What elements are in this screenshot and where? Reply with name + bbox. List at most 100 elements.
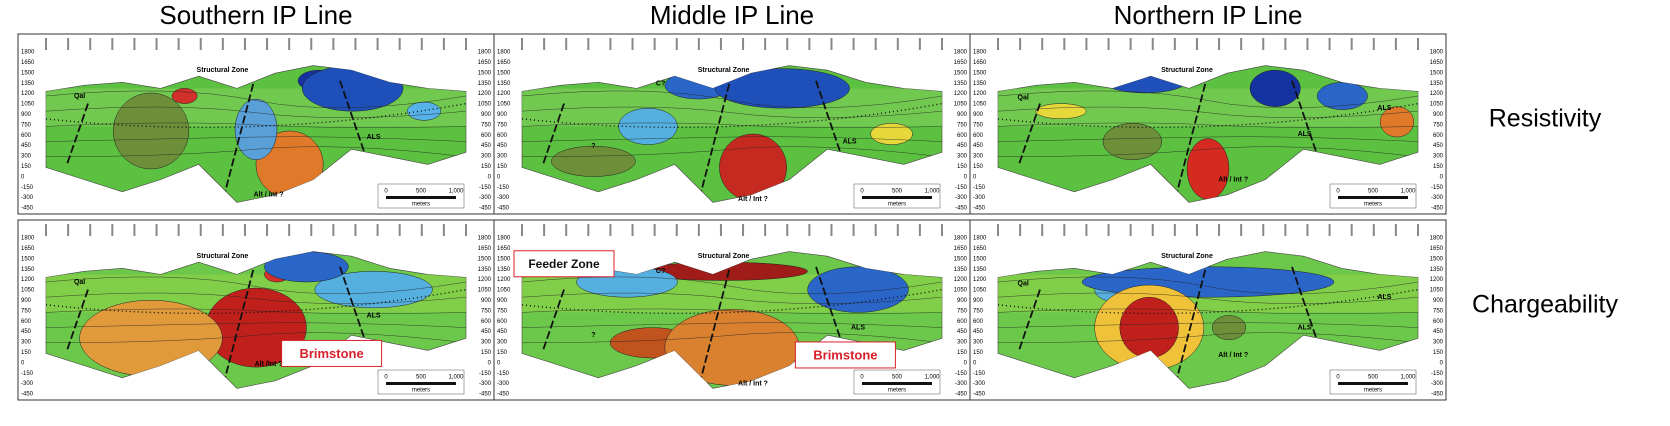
elevation-label: 1350: [21, 267, 35, 273]
scale-bar: [862, 382, 932, 385]
scale-label: 1,000: [1400, 189, 1416, 195]
annotation: Alt / Int ?: [1218, 176, 1248, 183]
elevation-label: 1200: [497, 91, 511, 97]
elevation-label: 0: [964, 174, 968, 180]
elevation-label: 1200: [1430, 91, 1444, 97]
elevation-label: 1650: [21, 60, 35, 66]
fault: [1291, 80, 1327, 180]
fault: [221, 72, 257, 203]
elevation-label: 450: [973, 329, 984, 335]
contour: [46, 276, 466, 295]
elevation-label: 750: [481, 122, 492, 128]
annotation: ALS: [1298, 324, 1312, 331]
elevation-label: 0: [497, 174, 501, 180]
elevation-label: 1500: [973, 256, 987, 262]
anomalies: [522, 68, 942, 203]
elevation-label: 900: [1433, 298, 1444, 304]
fault: [815, 266, 851, 366]
contour: [998, 322, 1418, 328]
elevation-label: -450: [973, 206, 986, 212]
scale-label: 1,000: [924, 375, 940, 381]
elevation-label: -150: [1431, 185, 1444, 191]
annotation: Structural Zone: [197, 253, 249, 260]
anomaly: [870, 123, 913, 145]
elevation-label: -150: [479, 371, 492, 377]
scale-label: 0: [860, 375, 864, 381]
contour: [998, 90, 1418, 109]
elevation-label: 1650: [497, 246, 511, 252]
scale-label: 1,000: [1400, 375, 1416, 381]
annotation: C?: [656, 268, 665, 275]
elevation-label: -150: [973, 371, 986, 377]
elevation-label: 1200: [1430, 277, 1444, 283]
contour: [46, 308, 466, 314]
elevation-label: 900: [481, 112, 492, 118]
annotation: Structural Zone: [1161, 253, 1213, 260]
elevation-label: 300: [1433, 154, 1444, 160]
dotted-contact: [522, 288, 942, 315]
elevation-label: -450: [955, 392, 968, 398]
elevation-label: 150: [1433, 350, 1444, 356]
contour: [46, 292, 466, 304]
scale-unit: meters: [888, 388, 906, 394]
elevation-label: 750: [973, 308, 984, 314]
contour: [522, 292, 942, 304]
contour: [522, 106, 942, 118]
elevation-label: 150: [973, 350, 984, 356]
anomaly: [1035, 103, 1087, 120]
elevation-label: 1650: [973, 246, 987, 252]
elevation-label: -150: [973, 185, 986, 191]
elevation-label: 1200: [973, 91, 987, 97]
elevation-label: 450: [957, 143, 968, 149]
elevation-label: 1800: [954, 236, 968, 242]
elevation-label: 600: [497, 319, 508, 325]
elevation-label: 150: [497, 350, 508, 356]
fault: [815, 80, 851, 180]
elevation-label: 1650: [954, 246, 968, 252]
elevation-label: 0: [1440, 360, 1444, 366]
elevation-label: -300: [21, 381, 34, 387]
annotation: Qal: [74, 279, 85, 286]
elevation-label: 600: [481, 133, 492, 139]
elevation-label: 1050: [954, 102, 968, 108]
elevation-label: -150: [21, 185, 34, 191]
elevation-label: -300: [1431, 381, 1444, 387]
contour: [522, 322, 942, 328]
elevation-label: 900: [973, 112, 984, 118]
anomaly: [234, 98, 278, 161]
elevation-label: -300: [1431, 195, 1444, 201]
annotation: Qal: [74, 93, 85, 100]
elevation-label: -150: [21, 371, 34, 377]
elevation-label: 1350: [478, 267, 492, 273]
elevation-label: 900: [957, 112, 968, 118]
elevation-label: 300: [973, 340, 984, 346]
elevation-label: 1500: [21, 70, 35, 76]
elevation-label: 1350: [973, 267, 987, 273]
elevation-label: 150: [957, 350, 968, 356]
scale-label: 0: [860, 189, 864, 195]
elevation-label: 1050: [478, 288, 492, 294]
elevation-label: 1800: [21, 236, 35, 242]
elevation-label: 1500: [1430, 256, 1444, 262]
elevation-label: -300: [479, 195, 492, 201]
elevation-label: 0: [497, 360, 501, 366]
dotted-contact: [998, 102, 1418, 129]
annotation: ALS: [367, 312, 381, 319]
elevation-label: 1650: [1430, 246, 1444, 252]
elevation-label: 600: [957, 133, 968, 139]
elevation-label: 600: [1433, 319, 1444, 325]
elevation-label: 150: [497, 164, 508, 170]
elevation-label: 300: [21, 154, 32, 160]
elevation-label: -450: [21, 392, 34, 398]
elevation-label: 1650: [1430, 60, 1444, 66]
contour: [522, 90, 942, 109]
scale-label: 0: [384, 189, 388, 195]
contour: [998, 292, 1418, 304]
elevation-label: 1050: [973, 288, 987, 294]
elevation-label: -450: [497, 392, 510, 398]
elevation-label: 1500: [1430, 70, 1444, 76]
fault: [1291, 266, 1327, 366]
